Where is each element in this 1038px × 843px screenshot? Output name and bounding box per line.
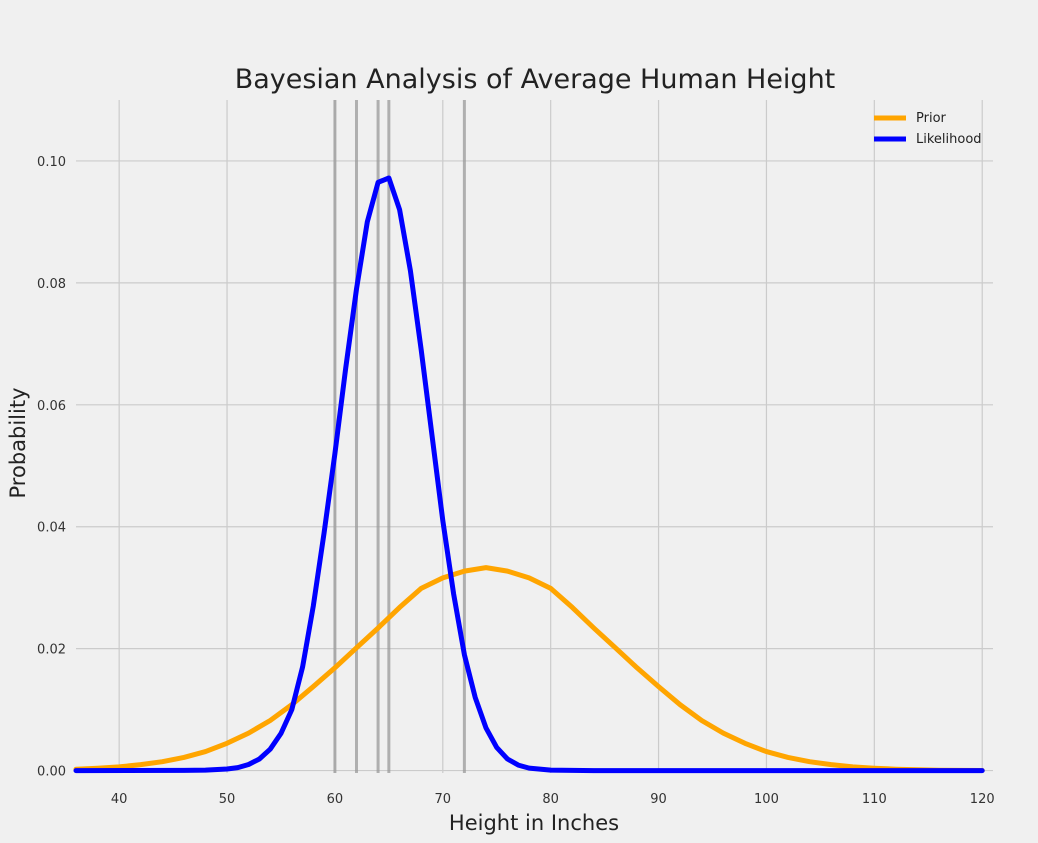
legend-label-likelihood: Likelihood xyxy=(916,132,982,147)
series-line-likelihood xyxy=(73,175,985,774)
x-tick-label: 110 xyxy=(862,792,887,807)
x-tick-label: 60 xyxy=(327,792,344,807)
x-tick-label: 120 xyxy=(970,792,995,807)
chart-title: Bayesian Analysis of Average Human Heigh… xyxy=(235,64,836,95)
y-tick-label: 0.00 xyxy=(37,765,66,780)
series-layer xyxy=(73,175,985,774)
y-tick-label: 0.04 xyxy=(37,521,66,536)
x-tick-label: 90 xyxy=(650,792,667,807)
x-tick-label: 70 xyxy=(435,792,452,807)
grid-layer xyxy=(76,100,993,773)
y-tick-label: 0.10 xyxy=(37,155,66,170)
x-axis-label: Height in Inches xyxy=(449,811,619,835)
x-tick-label: 50 xyxy=(219,792,236,807)
x-tick-label: 100 xyxy=(754,792,779,807)
series-line-prior xyxy=(73,565,985,773)
y-tick-label: 0.08 xyxy=(37,277,66,292)
x-tick-label: 40 xyxy=(111,792,128,807)
y-axis-label: Probability xyxy=(6,387,30,498)
y-tick-label: 0.06 xyxy=(37,399,66,414)
y-tick-label: 0.02 xyxy=(37,643,66,658)
x-tick-label: 80 xyxy=(542,792,559,807)
legend-label-prior: Prior xyxy=(916,111,947,126)
legend: Prior Likelihood xyxy=(874,111,982,147)
tick-labels: 40 50 60 70 80 90 100 110 120 0.00 0.02 0.04 0.06 0.0… xyxy=(37,155,995,807)
